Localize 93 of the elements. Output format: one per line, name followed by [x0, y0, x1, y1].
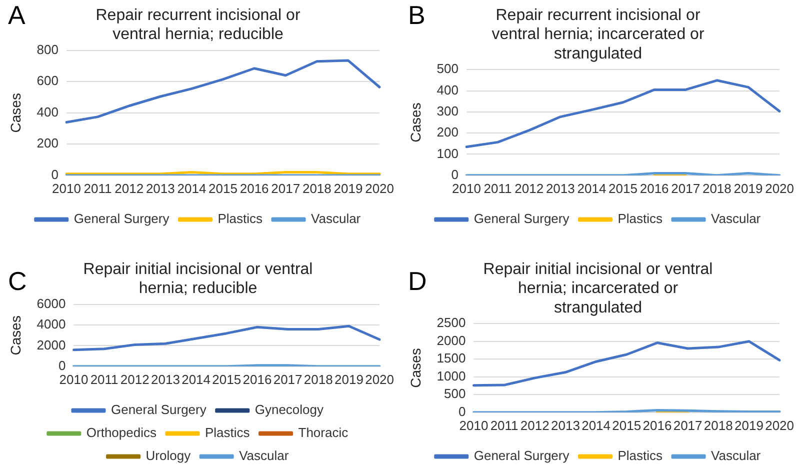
x-tick-label: 2011: [84, 180, 112, 196]
legend-label: Vascular: [239, 448, 290, 464]
chart-title: Repair recurrent incisional or ventral hernia; reducible: [96, 7, 301, 44]
x-tick-label: 2012: [514, 180, 544, 196]
x-tick-label: 2018: [304, 372, 333, 387]
x-tick-label: 2017: [673, 418, 702, 433]
x-tick-label: 2020: [365, 180, 394, 196]
y-axis-title: Cases: [407, 102, 424, 142]
x-tick-label: 2019: [334, 180, 363, 196]
x-tick-label: 2010: [59, 372, 88, 387]
x-tick-label: 2011: [484, 180, 512, 196]
legend-label: Gynecology: [254, 402, 324, 418]
x-tick-label: 2013: [551, 418, 580, 433]
legend-label: Plastics: [204, 425, 250, 440]
y-tick-label: 0: [451, 166, 458, 182]
x-tick-label: 2017: [671, 180, 700, 196]
x-tick-label: 2019: [334, 372, 364, 387]
x-tick-label: 2016: [242, 372, 272, 387]
y-tick-label: 500: [444, 386, 466, 402]
y-axis-title: Cases: [407, 348, 424, 388]
x-tick-label: 2019: [734, 418, 764, 433]
x-tick-label: 2014: [577, 180, 606, 196]
x-tick-label: 2010: [452, 180, 481, 196]
y-tick-label: 800: [36, 42, 58, 57]
x-tick-label: 2013: [151, 372, 180, 387]
y-tick-label: 1000: [436, 368, 466, 384]
legend-label: Orthopedics: [86, 425, 157, 440]
x-tick-label: 2015: [608, 180, 638, 196]
text: C: [8, 266, 27, 296]
y-tick-label: 2000: [36, 337, 66, 352]
legend-label: Vascular: [711, 211, 762, 226]
text: D: [408, 266, 427, 296]
y-tick-label: 4000: [36, 316, 66, 332]
legend-label: Vascular: [311, 211, 362, 226]
x-tick-label: 2018: [704, 418, 733, 433]
x-tick-label: 2012: [120, 372, 150, 387]
legend-label: Vascular: [711, 448, 762, 464]
x-tick-label: 2016: [642, 418, 672, 433]
x-tick-label: 2020: [365, 372, 394, 387]
x-tick-label: 2017: [271, 180, 300, 196]
y-tick-label: 6000: [36, 296, 66, 311]
x-tick-label: 2020: [765, 180, 794, 196]
y-tick-label: 1500: [436, 350, 466, 366]
x-tick-label: 2018: [702, 180, 732, 196]
y-tick-label: 600: [36, 73, 58, 88]
legend-label: General Surgery: [74, 211, 170, 226]
legend-label: Thoracic: [298, 425, 349, 440]
x-tick-label: 2020: [765, 418, 794, 433]
y-axis-title: Cases: [7, 93, 24, 133]
chart-title: Repair recurrent incisional or ventral hernia; incarcerated or strangulated: [492, 7, 705, 62]
legend-label: Plastics: [618, 211, 664, 226]
x-tick-label: 2011: [90, 372, 118, 387]
x-tick-label: 2012: [520, 418, 550, 433]
x-tick-label: 2014: [182, 372, 211, 387]
x-tick-label: 2018: [302, 180, 332, 196]
legend-label: General Surgery: [474, 448, 570, 464]
y-tick-label: 300: [436, 104, 458, 118]
y-tick-label: 0: [58, 358, 66, 373]
legend-label: General Surgery: [110, 402, 207, 418]
x-tick-label: 2015: [208, 180, 238, 196]
text: B: [408, 0, 426, 30]
x-tick-label: 2012: [114, 180, 144, 196]
y-tick-label: 200: [36, 136, 58, 151]
x-tick-label: 2016: [640, 180, 669, 196]
chart-title: Repair initial incisional or ventral hernia; incarcerated or strangulated: [483, 261, 713, 316]
x-tick-label: 2019: [734, 180, 763, 196]
y-tick-label: 2000: [436, 332, 466, 348]
text: A: [8, 0, 26, 30]
x-tick-label: 2013: [546, 180, 575, 196]
legend-label: Plastics: [218, 211, 264, 226]
y-tick-label: 400: [36, 104, 58, 120]
y-tick-label: 0: [51, 166, 58, 182]
legend-label: Urology: [146, 448, 192, 464]
x-tick-label: 2017: [273, 372, 302, 387]
x-tick-label: 2015: [612, 418, 642, 433]
x-tick-label: 2014: [582, 418, 611, 433]
y-tick-label: 200: [436, 124, 458, 140]
x-tick-label: 2011: [490, 418, 518, 433]
x-tick-label: 2015: [212, 372, 242, 387]
y-tick-label: 400: [436, 82, 458, 98]
legend-label: General Surgery: [474, 211, 570, 226]
legend-label: Plastics: [618, 448, 664, 464]
y-axis-title: Cases: [7, 316, 24, 356]
y-tick-label: 2500: [436, 315, 466, 330]
chart-title: Repair initial incisional or ventral hernia; reducible: [83, 261, 313, 298]
x-tick-label: 2014: [177, 180, 206, 196]
x-tick-label: 2010: [52, 180, 81, 196]
x-tick-label: 2010: [459, 418, 488, 433]
y-tick-label: 100: [436, 146, 458, 161]
x-tick-label: 2016: [240, 180, 269, 196]
y-tick-label: 500: [436, 61, 458, 76]
x-tick-label: 2013: [146, 180, 175, 196]
y-tick-label: 0: [458, 404, 466, 419]
